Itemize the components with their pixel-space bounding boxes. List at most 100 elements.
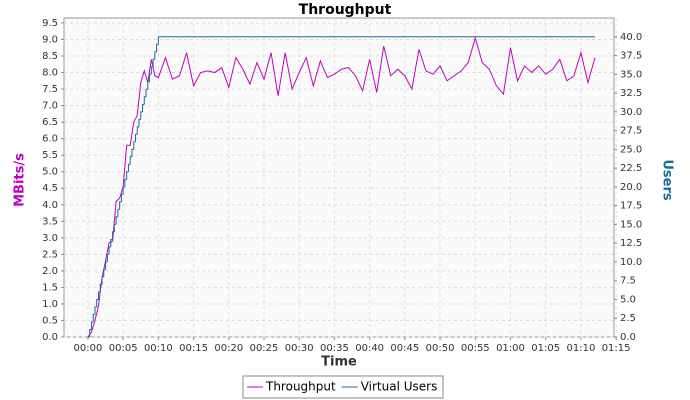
line-step [149,73,152,82]
line-step [156,43,159,52]
line-step [92,313,95,322]
line-step [150,66,154,75]
line-step [131,148,134,157]
line-step [120,193,124,202]
y-tick-label: 0.0 [42,332,58,343]
line-step [96,298,99,307]
y2-tick-label: 32.5 [620,88,642,99]
y-tick-label: 2.5 [42,249,58,260]
x-tick-label: 00:20 [214,343,243,354]
y2-tick-label: 17.5 [620,201,642,212]
y-tick-label: 9.5 [42,18,58,29]
y2-axis-label: Users [660,159,675,201]
y-tick-label: 7.0 [42,101,58,112]
y2-tick-label: 27.5 [620,126,642,137]
line [87,36,596,338]
line-step [110,238,113,247]
y-tick-label: 4.5 [42,183,58,194]
line-step [106,253,110,262]
line-step [142,103,145,112]
x-tick-label: 00:10 [144,343,173,354]
x-tick-label: 00:05 [109,343,138,354]
y2-tick-label: 25.0 [620,144,642,155]
line-step [103,268,106,277]
y-tick-label: 8.0 [42,68,58,79]
line-step [145,88,148,97]
line-step [105,261,108,270]
line-step [119,201,122,210]
y-tick-label: 9.0 [42,34,58,45]
y2-tick-label: 10.0 [620,257,642,268]
x-tick-label: 01:15 [602,343,631,354]
line-step [143,96,147,105]
line-step [117,208,120,217]
line-step [126,171,129,180]
line-step [136,126,139,135]
line-step [154,51,157,60]
y-tick-label: 2.0 [42,266,58,277]
y-tick-label: 3.5 [42,216,58,227]
x-tick-label: 00:15 [179,343,208,354]
y2-tick-label: 20.0 [620,182,642,193]
line-step [113,223,117,232]
y-tick-label: 6.0 [42,134,58,145]
y2-tick-label: 2.5 [620,313,636,324]
y2-tick-label: 22.5 [620,163,642,174]
y-tick-label: 5.0 [42,167,58,178]
y2-tick-label: 15.0 [620,219,642,230]
line-step [157,36,595,45]
y-tick-label: 6.5 [42,117,58,128]
y-tick-label: 8.5 [42,51,58,62]
y-tick-label: 5.5 [42,150,58,161]
line-step [152,58,155,67]
y-tick-label: 1.5 [42,282,58,293]
line-step [140,111,143,120]
x-tick-label: 00:40 [355,343,384,354]
line-step [94,306,97,315]
line-step [115,216,118,225]
x-tick-label: 01:10 [566,343,595,354]
line-step [133,141,136,150]
x-tick-label: 00:30 [285,343,314,354]
y2-tick-label: 40.0 [620,32,642,43]
y-tick-label: 0.5 [42,315,58,326]
y2-tick-label: 30.0 [620,107,642,118]
y2-tick-label: 37.5 [620,51,642,62]
line-step [147,81,150,90]
x-tick-label: 00:45 [390,343,419,354]
x-tick-label: 01:05 [531,343,560,354]
x-tick-label: 00:25 [250,343,279,354]
chart-title: Throughput [299,2,392,18]
legend-label: Virtual Users [361,380,438,394]
line-step [134,133,138,142]
line-step [124,178,127,187]
legend-label: Throughput [265,380,336,394]
x-tick-label: 00:35 [320,343,349,354]
line-step [112,231,115,240]
line-step [127,163,131,172]
y2-tick-label: 7.5 [620,276,636,287]
y-tick-label: 1.0 [42,299,58,310]
line-step [129,156,132,165]
line-step [98,291,101,300]
y-axis-label: MBits/s [13,153,28,207]
y2-tick-label: 35.0 [620,69,642,80]
line-step [90,321,94,330]
x-axis-label: Time [321,355,357,370]
line-step [89,328,92,337]
line-step [108,246,111,255]
line-step [122,186,125,195]
y2-tick-label: 12.5 [620,238,642,249]
y2-tick-label: 0.0 [620,332,636,343]
x-tick-label: 01:00 [496,343,525,354]
y2-tick-label: 5.0 [620,294,636,305]
y-tick-label: 3.0 [42,233,58,244]
line-step [99,283,103,292]
x-tick-label: 00:00 [74,343,103,354]
x-tick-label: 00:50 [426,343,455,354]
y-tick-label: 7.5 [42,84,58,95]
plot-area [63,17,615,338]
line-step [138,118,141,127]
